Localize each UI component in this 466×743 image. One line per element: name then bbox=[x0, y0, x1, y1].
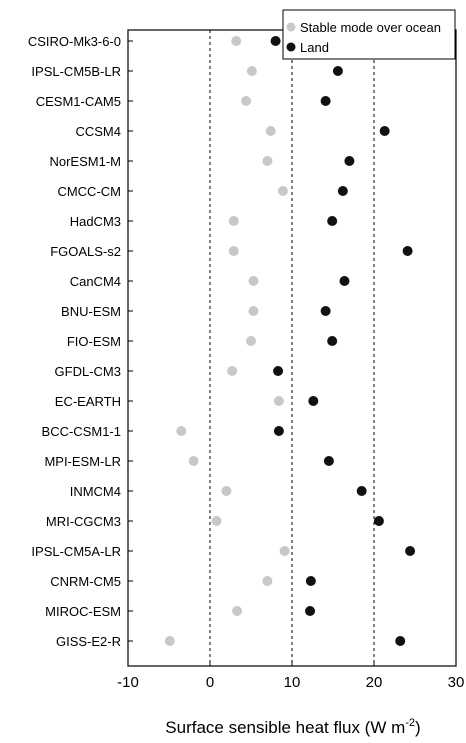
ocean-point bbox=[221, 486, 232, 496]
category-label: HadCM3 bbox=[70, 214, 121, 229]
x-axis-label-close: ) bbox=[415, 718, 421, 737]
ocean-point bbox=[231, 36, 242, 46]
x-axis-ticks: -10 0 10 20 30 bbox=[117, 661, 464, 691]
category-label: BNU-ESM bbox=[61, 304, 121, 319]
ocean-point bbox=[248, 306, 259, 316]
ocean-point bbox=[273, 396, 284, 406]
ocean-point bbox=[228, 246, 239, 256]
land-point bbox=[273, 366, 284, 376]
category-label: CMCC-CM bbox=[57, 184, 121, 199]
ocean-point bbox=[265, 126, 276, 136]
ocean-point bbox=[262, 156, 273, 166]
category-label: CCSM4 bbox=[75, 124, 121, 139]
land-point bbox=[327, 216, 338, 226]
land-point bbox=[337, 186, 348, 196]
land-point bbox=[356, 486, 367, 496]
land-point bbox=[323, 456, 334, 466]
ocean-point bbox=[279, 546, 290, 556]
land-point bbox=[305, 576, 316, 586]
legend-marker bbox=[286, 22, 296, 32]
category-label: GFDL-CM3 bbox=[55, 364, 121, 379]
category-labels: CSIRO-Mk3-6-0 IPSL-CM5B-LR CESM1-CAM5 CCSM4… bbox=[28, 34, 133, 649]
ocean-point bbox=[262, 576, 273, 586]
ocean-point bbox=[188, 456, 199, 466]
land-point bbox=[327, 336, 338, 346]
category-label: MPI-ESM-LR bbox=[44, 454, 121, 469]
legend: Stable mode over ocean Land bbox=[282, 9, 456, 60]
land-point bbox=[270, 36, 281, 46]
category-label: FIO-ESM bbox=[67, 334, 121, 349]
ocean-point bbox=[228, 216, 239, 226]
ocean-point bbox=[232, 606, 243, 616]
x-axis-label: Surface sensible heat flux (W m-2) bbox=[165, 717, 420, 737]
ocean-point bbox=[241, 96, 252, 106]
land-point bbox=[402, 246, 413, 256]
land-point bbox=[339, 276, 350, 286]
x-tick-label: 20 bbox=[366, 674, 383, 691]
ocean-point bbox=[176, 426, 187, 436]
x-tick-label: 30 bbox=[448, 674, 465, 691]
land-point bbox=[379, 126, 390, 136]
category-label: CESM1-CAM5 bbox=[36, 94, 121, 109]
land-point bbox=[395, 636, 406, 646]
reference-lines bbox=[209, 30, 375, 666]
ocean-series-points bbox=[164, 36, 290, 646]
x-tick-label: 0 bbox=[206, 674, 214, 691]
ocean-point bbox=[277, 186, 288, 196]
land-point bbox=[332, 66, 343, 76]
x-axis-label-superscript: -2 bbox=[405, 717, 415, 729]
category-label: BCC-CSM1-1 bbox=[42, 424, 121, 439]
land-point bbox=[308, 396, 319, 406]
category-label: IPSL-CM5B-LR bbox=[31, 64, 121, 79]
ocean-point bbox=[246, 66, 257, 76]
category-label: CanCM4 bbox=[70, 274, 121, 289]
legend-box bbox=[282, 9, 456, 60]
category-label: MRI-CGCM3 bbox=[46, 514, 121, 529]
category-label: IPSL-CM5A-LR bbox=[31, 544, 121, 559]
x-tick-label: 10 bbox=[284, 674, 301, 691]
category-label: CSIRO-Mk3-6-0 bbox=[28, 34, 121, 49]
legend-marker bbox=[286, 42, 296, 52]
category-label: EC-EARTH bbox=[55, 394, 121, 409]
land-point bbox=[320, 96, 331, 106]
category-label: INMCM4 bbox=[70, 484, 121, 499]
category-label: CNRM-CM5 bbox=[50, 574, 121, 589]
x-tick-label: -10 bbox=[117, 674, 139, 691]
land-point bbox=[405, 546, 416, 556]
legend-label: Land bbox=[300, 40, 329, 55]
ocean-point bbox=[246, 336, 256, 346]
category-label: MIROC-ESM bbox=[45, 604, 121, 619]
ocean-point bbox=[164, 636, 175, 646]
land-series-points bbox=[270, 36, 416, 646]
ocean-point bbox=[227, 366, 238, 376]
legend-label: Stable mode over ocean bbox=[300, 20, 441, 35]
x-axis-label-main: Surface sensible heat flux (W m bbox=[165, 718, 405, 737]
ocean-point bbox=[248, 276, 259, 286]
land-point bbox=[305, 606, 316, 616]
land-point bbox=[373, 516, 384, 526]
land-point bbox=[273, 426, 284, 436]
category-label: GISS-E2-R bbox=[56, 634, 121, 649]
ocean-point bbox=[211, 516, 222, 526]
category-label: FGOALS-s2 bbox=[50, 244, 121, 259]
land-point bbox=[320, 306, 331, 316]
land-point bbox=[344, 156, 355, 166]
category-label: NorESM1-M bbox=[49, 154, 121, 169]
